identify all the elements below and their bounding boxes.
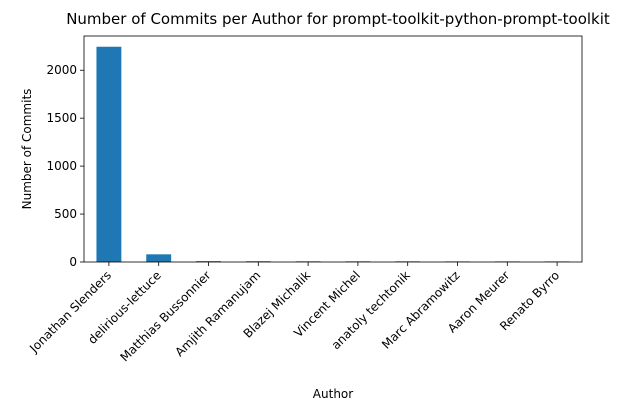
- bars-group: [96, 46, 570, 262]
- x-tick-label-0: Jonathan Slenders: [26, 268, 114, 356]
- y-axis: 0 500 1000 1500 2000: [46, 63, 84, 269]
- x-axis-label: Author: [313, 387, 353, 401]
- x-axis: Jonathan Slendersdelirious-lettuceMatthi…: [26, 262, 562, 364]
- y-tick-label-1: 500: [54, 207, 77, 221]
- y-tick-label-2: 1000: [46, 159, 77, 173]
- x-tick-label-2: Matthias Bussonnier: [117, 268, 213, 364]
- y-tick-label-0: 0: [69, 255, 77, 269]
- bar-0: [96, 46, 122, 262]
- plot-frame: [83, 35, 583, 263]
- y-tick-label-3: 1500: [46, 111, 77, 125]
- bar-1: [146, 254, 172, 262]
- chart-title: Number of Commits per Author for prompt-…: [66, 10, 610, 28]
- bar-2: [196, 261, 221, 262]
- y-tick-label-4: 2000: [46, 63, 77, 77]
- y-axis-label: Number of Commits: [20, 89, 34, 210]
- x-tick-label-3: Amjith Ramanujam: [172, 268, 263, 359]
